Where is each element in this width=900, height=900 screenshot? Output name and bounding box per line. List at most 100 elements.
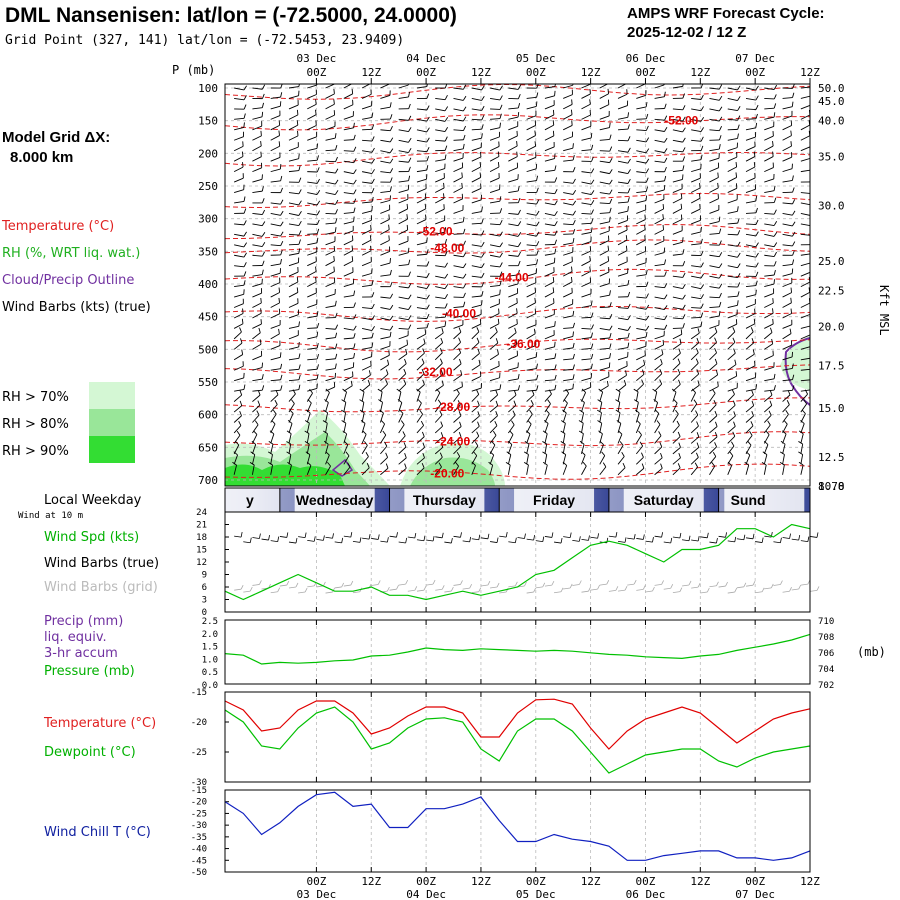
wind-barb-flag (499, 262, 503, 268)
wind-barb (398, 435, 406, 444)
wind-barb (398, 84, 409, 89)
temperature-contour (225, 431, 810, 447)
wind-barb-flag (444, 126, 449, 132)
wind-barb (764, 378, 775, 382)
wind-barb (508, 378, 519, 382)
grid-wind-barb-flag (304, 587, 308, 593)
wind-barb-flag (371, 292, 375, 298)
wind-barb (672, 343, 682, 350)
wind-barb-flag (298, 189, 302, 195)
wind-barb-flag (426, 322, 429, 328)
wind-barb-flag (287, 461, 292, 466)
wind-barb-flag (261, 242, 266, 247)
wind-barb (745, 313, 756, 319)
wind-barb (654, 413, 660, 423)
wind-barb-flag (261, 251, 265, 257)
wind-barb (782, 179, 793, 183)
wind-barb-flag (633, 399, 639, 403)
rh-fill-region (225, 464, 345, 486)
wind-barb (233, 303, 244, 308)
wind-barb (727, 118, 738, 121)
wind-barb-flag (772, 151, 774, 157)
wind-barb (398, 240, 409, 246)
wind-barb (307, 251, 317, 256)
grid-wind-barb (672, 591, 680, 594)
wind-barb (270, 244, 281, 247)
wind-barb-flag (499, 280, 502, 286)
wind-barb (490, 98, 501, 101)
wind-barb-flag (408, 157, 412, 163)
temperature-contour (225, 397, 810, 413)
wind-barb-flag (316, 200, 321, 206)
wind-barb (709, 324, 720, 329)
wind-barb (380, 160, 391, 164)
wind-barb (416, 253, 427, 256)
wind-barb-flag (243, 280, 246, 286)
wind-barb (617, 317, 628, 321)
wind-barb (361, 210, 372, 214)
wind-barb (782, 223, 793, 227)
wind-barb (489, 303, 500, 308)
temperature-contour (225, 338, 810, 353)
wind-barb-flag (517, 209, 521, 215)
wind-barb (672, 150, 683, 153)
wind-barb-flag (790, 297, 792, 303)
wind-barb-flag (463, 134, 466, 140)
wind-barb-flag (421, 358, 425, 364)
wind-barb (398, 467, 407, 476)
wind-barb-flag (572, 237, 575, 244)
wind-barb-flag (243, 196, 246, 202)
wind-barb-flag (517, 197, 521, 203)
wind-barb-flag (307, 399, 312, 404)
wind-barb (380, 434, 387, 444)
wind-barb (489, 146, 500, 152)
wind-barb (636, 383, 644, 392)
wind-barb-flag (499, 242, 503, 248)
wind-barb (471, 211, 482, 214)
wind-barb-flag (261, 260, 265, 266)
wind-barb-flag (645, 148, 650, 154)
bottom-time-tick-label: 00Z (416, 875, 436, 888)
wind-barb (599, 181, 610, 185)
wind-barb (361, 445, 368, 455)
wind-barb-flag (353, 134, 356, 140)
wind-barb (361, 467, 370, 476)
wind-barb-flag (335, 156, 338, 162)
wind-barb (361, 402, 365, 413)
wind-barb-flag (773, 209, 777, 215)
wind-barb (471, 128, 482, 131)
wind-barb-flag (389, 331, 392, 337)
wind-barb-flag (645, 177, 649, 183)
grid-wind-barb-flag (542, 582, 546, 588)
wind-barb (307, 388, 318, 392)
grid-wind-barb (681, 584, 690, 587)
wind-barb (252, 87, 263, 90)
wind-barb (636, 274, 647, 277)
wind-barb (526, 115, 537, 120)
wind-barb-flag (440, 432, 444, 438)
wind-barb-flag (698, 193, 701, 199)
wind-barb (691, 168, 701, 173)
wind-barb (526, 125, 536, 131)
grid-wind-barb-flag (725, 581, 728, 587)
wind-barb (727, 98, 738, 101)
wind-barb (672, 362, 681, 371)
wind-barb-flag (439, 452, 443, 458)
weekday-cell-center (724, 488, 805, 512)
wind-barb (691, 108, 702, 112)
true-wind-barb-flag (633, 534, 636, 540)
wind-barb (764, 178, 774, 183)
wind-barb-flag (767, 420, 771, 426)
bottom-time-tick-label: 12Z (361, 875, 381, 888)
wind-barb (234, 126, 244, 131)
wind-barb-flag (403, 368, 407, 374)
panel-border (224, 789, 811, 873)
wind-barb-flag (316, 190, 321, 195)
wind-barb-flag (463, 252, 467, 258)
wind-barb-flag (680, 203, 683, 209)
grid-wind-barb (453, 584, 461, 586)
wind-barb (252, 283, 263, 288)
wind-barb (398, 160, 409, 163)
pressure-tick-label: 704 (818, 665, 834, 675)
